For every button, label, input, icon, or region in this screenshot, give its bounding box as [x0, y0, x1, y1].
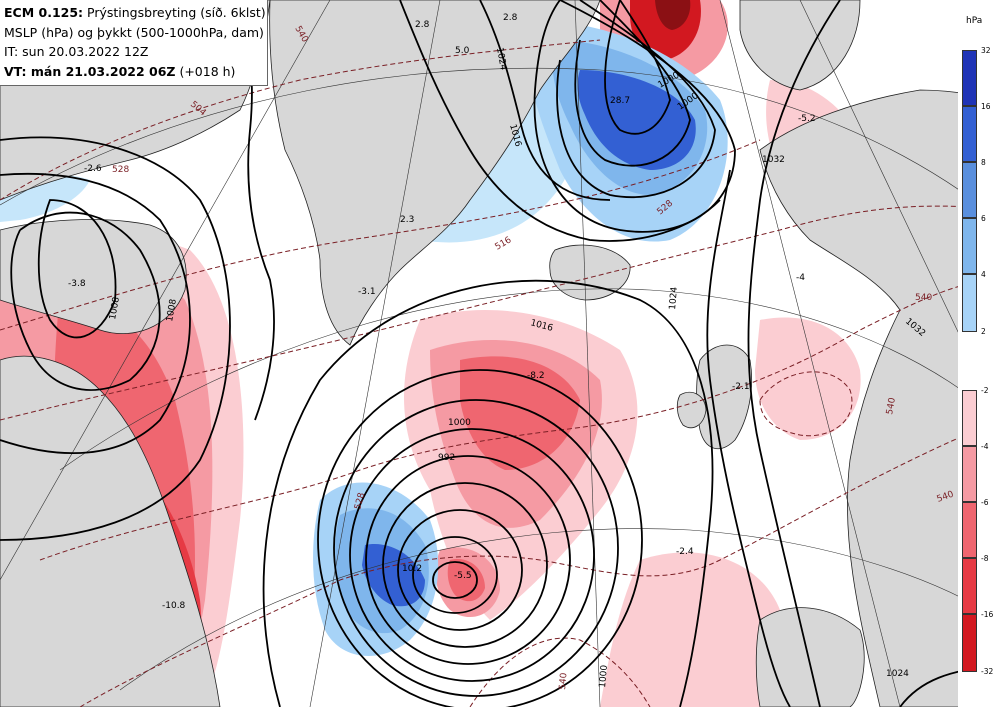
ireland-landmass — [676, 391, 707, 429]
isobar-label: 1008 — [108, 296, 122, 321]
valid-time-line: VT: mán 21.03.2022 06Z (+018 h) — [4, 62, 263, 82]
map-info-box: ECM 0.125: Prýstingsbreyting (síð. 6klst… — [0, 0, 268, 86]
legend-swatch-rise-6 — [962, 50, 977, 106]
map-title: Prýstingsbreyting (síð. 6klst) — [83, 5, 266, 20]
model-name: ECM 0.125: — [4, 5, 84, 20]
legend-swatch-rise-3 — [962, 218, 977, 274]
thickness-label: 528 — [353, 491, 367, 510]
isobar-label: 1024 — [668, 286, 680, 310]
change-label: -8.2 — [527, 371, 545, 381]
fall-area-southeast — [600, 552, 783, 707]
legend-tick: -2 — [981, 386, 989, 395]
isobar-label: 1032 — [762, 155, 785, 165]
legend-tick: 4 — [981, 270, 986, 279]
svalbard-landmass — [739, 0, 861, 91]
fall-area-low-core — [447, 559, 485, 602]
valid-time: VT: mán 21.03.2022 06Z — [4, 63, 176, 79]
change-label: -2.4 — [676, 547, 694, 557]
legend-tick: 2 — [981, 327, 986, 336]
isobar-label: 1000 — [598, 664, 610, 688]
thickness-label: 516 — [494, 235, 514, 252]
map-labels: 1024 1016 1000 992 1008 1024 1032 1000 1… — [68, 13, 955, 690]
legend-tick: -32 — [981, 667, 994, 676]
fall-area-atlantic-strong — [460, 356, 580, 470]
greenland-landmass — [269, 0, 601, 346]
change-label: -4 — [796, 273, 805, 283]
init-time: IT: sun 20.03.2022 12Z — [4, 44, 149, 59]
isobar-label: 992 — [438, 453, 455, 463]
change-label: -5.5 — [454, 571, 472, 581]
thickness-label: 528 — [112, 165, 129, 175]
isobar-label: 1024 — [494, 47, 508, 72]
legend-swatch-fall-3 — [962, 502, 977, 558]
rise-area-north-strong — [577, 70, 696, 170]
thickness-label: 540 — [915, 293, 932, 303]
thickness-label: 540 — [885, 397, 898, 416]
legend-tick: 6 — [981, 214, 986, 223]
legend-swatch-rise-5 — [962, 106, 977, 162]
legend-swatch-rise-4 — [962, 162, 977, 218]
legend-tick: 32 — [981, 46, 991, 55]
change-label: 2.8 — [415, 20, 430, 30]
change-label: 2.3 — [400, 215, 414, 225]
legend-tick: 16 — [981, 102, 991, 111]
change-label: -2.6 — [84, 164, 102, 174]
change-label: -10.8 — [162, 601, 186, 611]
change-label: 5.0 — [455, 46, 470, 56]
thickness-label: 540 — [558, 672, 569, 690]
rise-area-atlantic-strong — [362, 544, 425, 607]
legend-swatch-rise-2 — [962, 274, 977, 332]
change-label: 28.7 — [610, 96, 630, 106]
legend-tick: -6 — [981, 498, 989, 507]
iceland-landmass — [549, 244, 631, 301]
legend-swatch-fall-4 — [962, 558, 977, 614]
legend-tick: -8 — [981, 554, 989, 563]
subtitle-line: MSLP (hPa) og þykkt (500-1000hPa, dam) — [4, 24, 264, 40]
fall-area-north-peak — [655, 0, 691, 30]
change-label: -5.2 — [798, 114, 816, 124]
legend-swatch-fall-1 — [962, 390, 977, 446]
legend-tick: -16 — [981, 610, 994, 619]
isobar-label: 1024 — [886, 669, 909, 679]
scandinavia-landmass — [759, 89, 1000, 707]
change-label: -3.8 — [68, 279, 86, 289]
north-america-landmass — [0, 355, 221, 707]
fall-area-uk — [755, 317, 861, 440]
legend-tick: -4 — [981, 442, 989, 451]
title-line: ECM 0.125: Prýstingsbreyting (síð. 6klst… — [4, 3, 266, 23]
isobar-label: 1008 — [165, 298, 179, 323]
legend-swatch-fall-5 — [962, 614, 977, 672]
legend-tick: 8 — [981, 158, 986, 167]
thickness-contours — [0, 39, 1000, 707]
iberia-landmass — [755, 607, 865, 707]
change-label: -2.1 — [732, 382, 750, 392]
legend-unit: hPa — [966, 16, 983, 26]
change-label: -3.1 — [358, 287, 376, 297]
isobar-label: 1000 — [448, 418, 471, 428]
change-label: 2.8 — [503, 13, 518, 23]
valid-offset: (+018 h) — [175, 63, 236, 79]
legend-swatch-fall-2 — [962, 446, 977, 502]
change-label: 10.2 — [402, 564, 422, 574]
